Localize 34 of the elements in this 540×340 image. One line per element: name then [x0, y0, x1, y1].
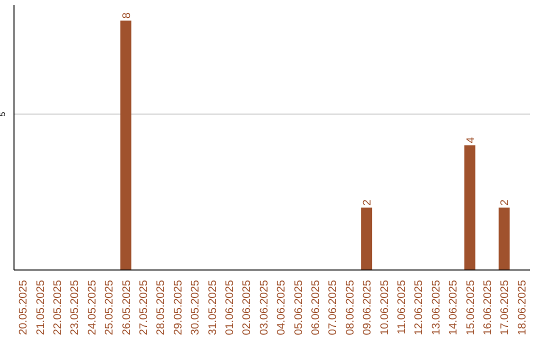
x-tick-label: 06.06.2025 — [310, 280, 322, 336]
x-tick-label: 18.06.2025 — [516, 280, 528, 336]
x-tick-label: 10.06.2025 — [378, 280, 391, 336]
x-tick-label: 04.06.2025 — [276, 280, 288, 336]
x-tick-label: 22.05.2025 — [52, 280, 64, 336]
data-label: 2 — [499, 200, 512, 206]
x-tick-label: 03.06.2025 — [258, 280, 270, 336]
x-tick-label: 02.06.2025 — [241, 280, 254, 336]
data-label: 2 — [362, 200, 374, 206]
x-tick-label: 17.06.2025 — [499, 280, 512, 336]
x-tick-label: 12.06.2025 — [413, 280, 426, 336]
x-tick-label: 07.06.2025 — [327, 280, 340, 336]
x-tick-label: 30.05.2025 — [190, 280, 202, 336]
x-tick-label: 09.06.2025 — [362, 280, 374, 336]
x-tick-label: 08.06.2025 — [344, 280, 356, 336]
x-tick-label: 20.05.2025 — [18, 280, 30, 336]
x-tick-label: 24.05.2025 — [86, 280, 98, 336]
x-tick-label: 11.06.2025 — [396, 280, 408, 334]
data-label: 4 — [464, 137, 477, 144]
x-tick-label: 26.05.2025 — [120, 280, 133, 336]
x-tick-label: 25.05.2025 — [104, 280, 116, 336]
x-tick-label: 27.05.2025 — [138, 280, 150, 336]
x-tick-label: 05.06.2025 — [292, 280, 305, 336]
x-tick-label: 13.06.2025 — [430, 280, 442, 336]
x-tick-label: 31.05.2025 — [206, 280, 219, 336]
x-tick-label: 21.05.2025 — [34, 280, 47, 336]
x-tick-label: 01.06.2025 — [224, 280, 236, 336]
data-label: 8 — [120, 12, 133, 19]
x-tick-label: 14.06.2025 — [448, 280, 460, 336]
x-tick-label: 28.05.2025 — [155, 280, 168, 336]
x-tick-label: 23.05.2025 — [69, 280, 82, 336]
x-tick-label: 15.06.2025 — [464, 280, 477, 336]
x-tick-label: 16.06.2025 — [482, 280, 494, 336]
x-tick-label: 29.05.2025 — [172, 280, 184, 336]
